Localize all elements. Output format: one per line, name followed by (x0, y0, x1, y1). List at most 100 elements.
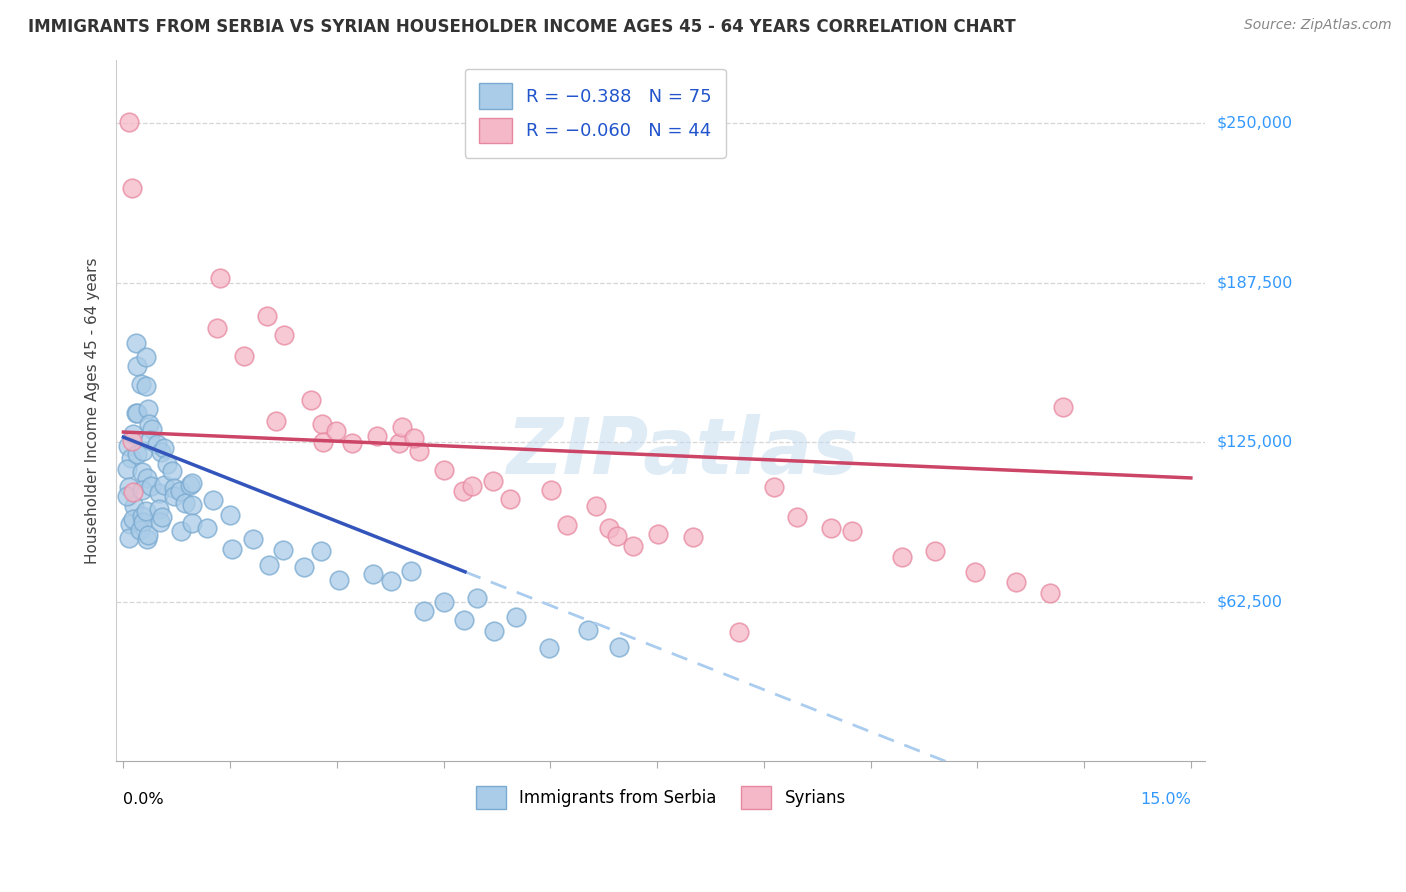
Point (607, 640, 630, 655)
Point (727, 624, 749, 639)
Point (505, 609, 527, 624)
Point (413, 604, 436, 618)
Point (585, 499, 607, 513)
Point (115, 489, 138, 503)
Point (118, 115, 141, 129)
Point (163, 489, 186, 503)
Point (174, 496, 197, 510)
Point (786, 509, 808, 524)
Text: $62,500: $62,500 (1216, 594, 1282, 609)
Point (121, 434, 143, 448)
Point (132, 515, 155, 529)
Point (404, 431, 426, 445)
Point (149, 515, 172, 529)
Point (598, 521, 620, 535)
Point (647, 527, 669, 541)
Point (340, 436, 363, 450)
Point (148, 485, 170, 500)
Point (141, 479, 163, 493)
Point (399, 564, 422, 578)
Text: 15.0%: 15.0% (1140, 791, 1191, 806)
Point (181, 516, 204, 531)
Point (141, 422, 163, 436)
Point (139, 433, 162, 447)
Point (205, 321, 228, 335)
Point (135, 350, 157, 364)
Point (201, 492, 224, 507)
Y-axis label: Householder Income Ages 45 - 64 years: Householder Income Ages 45 - 64 years (86, 257, 100, 564)
Point (128, 523, 150, 537)
Point (181, 499, 204, 513)
Point (621, 539, 644, 553)
Point (131, 508, 153, 523)
Text: $187,500: $187,500 (1216, 276, 1292, 290)
Point (299, 392, 322, 407)
Point (762, 480, 785, 494)
Point (361, 566, 384, 581)
Point (366, 429, 388, 443)
Text: IMMIGRANTS FROM SERBIA VS SYRIAN HOUSEHOLDER INCOME AGES 45 - 64 YEARS CORRELATI: IMMIGRANTS FROM SERBIA VS SYRIAN HOUSEHO… (28, 18, 1017, 36)
Point (482, 624, 505, 638)
Point (125, 447, 148, 461)
Point (482, 474, 505, 488)
Point (118, 480, 141, 494)
Point (312, 435, 335, 450)
Text: 0.0%: 0.0% (124, 791, 165, 806)
Point (891, 549, 914, 564)
Point (380, 574, 402, 589)
Point (153, 478, 176, 492)
Point (311, 417, 333, 432)
Point (540, 483, 562, 498)
Point (125, 335, 148, 350)
Point (121, 485, 143, 500)
Point (127, 359, 149, 374)
Point (136, 471, 159, 485)
Point (221, 541, 243, 556)
Point (387, 436, 409, 450)
Text: Source: ZipAtlas.com: Source: ZipAtlas.com (1244, 18, 1392, 32)
Point (120, 451, 142, 466)
Point (180, 476, 202, 491)
Point (1004, 574, 1026, 589)
Point (391, 420, 413, 434)
Point (135, 504, 157, 518)
Point (256, 310, 278, 324)
Point (148, 502, 170, 516)
Point (132, 443, 155, 458)
Point (841, 524, 863, 538)
Point (149, 444, 172, 458)
Point (408, 443, 430, 458)
Point (271, 543, 294, 558)
Point (122, 512, 145, 526)
Point (309, 544, 332, 558)
Point (219, 508, 242, 522)
Text: ZIPatlas: ZIPatlas (506, 415, 859, 491)
Point (233, 349, 256, 363)
Point (195, 521, 218, 535)
Point (557, 517, 579, 532)
Point (328, 573, 350, 587)
Point (121, 427, 143, 442)
Point (179, 477, 201, 491)
Text: $250,000: $250,000 (1216, 116, 1292, 131)
Point (169, 483, 191, 498)
Point (453, 613, 475, 627)
Point (209, 271, 232, 285)
Point (121, 181, 143, 195)
Point (152, 509, 174, 524)
Point (259, 558, 281, 573)
Point (129, 377, 152, 392)
Point (433, 594, 456, 608)
Point (117, 461, 139, 475)
Point (118, 531, 141, 545)
Point (242, 532, 264, 546)
Point (963, 565, 986, 579)
Point (537, 640, 560, 655)
Point (118, 516, 141, 531)
Point (433, 463, 456, 477)
Point (170, 524, 193, 538)
Point (136, 401, 159, 416)
Point (117, 439, 139, 453)
Point (578, 623, 600, 637)
Point (135, 533, 157, 547)
